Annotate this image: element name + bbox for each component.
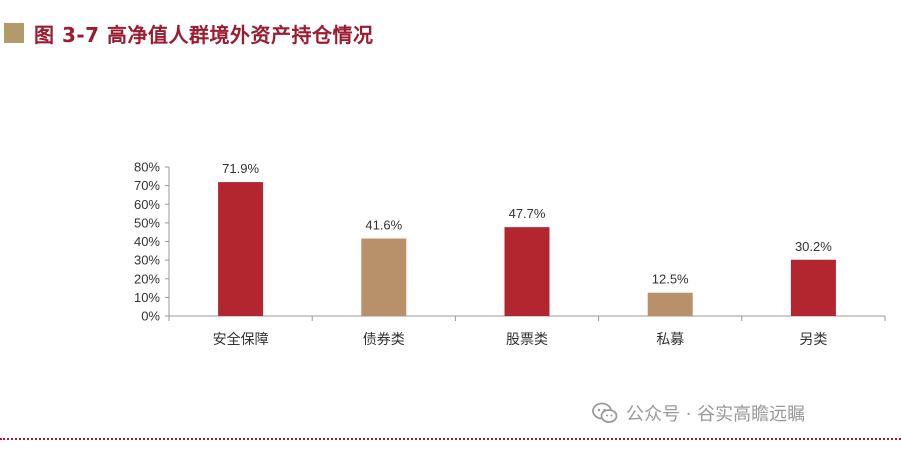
chart-title: 图 3-7 高净值人群境外资产持仓情况 <box>4 18 374 48</box>
y-tick-label: 10% <box>134 290 160 305</box>
data-label: 47.7% <box>509 206 546 221</box>
data-label: 41.6% <box>365 218 402 233</box>
watermark: 公众号 · 谷实高瞻远瞩 <box>592 398 805 428</box>
data-label: 30.2% <box>795 239 832 254</box>
bar <box>218 182 264 316</box>
y-tick-label: 20% <box>134 271 160 286</box>
y-tick-label: 60% <box>134 197 160 212</box>
x-category-label: 股票类 <box>506 332 548 348</box>
y-tick-label: 70% <box>134 178 160 193</box>
y-tick-label: 80% <box>134 160 160 175</box>
y-tick-label: 30% <box>134 253 160 268</box>
x-category-label: 私募 <box>656 332 684 348</box>
y-tick-label: 40% <box>134 234 160 249</box>
y-tick-label: 50% <box>134 215 160 230</box>
title-marker-icon <box>4 23 24 43</box>
dotted-divider <box>0 438 901 440</box>
x-category-label: 另类 <box>799 332 827 348</box>
x-category-label: 债券类 <box>363 332 405 348</box>
chart-title-text: 图 3-7 高净值人群境外资产持仓情况 <box>34 22 374 47</box>
bar <box>790 259 836 316</box>
wechat-icon <box>592 402 618 423</box>
watermark-text: 公众号 · 谷实高瞻远瞩 <box>626 404 806 425</box>
y-tick-label: 0% <box>141 309 160 324</box>
bar <box>361 238 407 316</box>
data-label: 71.9% <box>222 161 259 176</box>
data-label: 12.5% <box>652 272 689 287</box>
x-category-label: 安全保障 <box>213 331 269 348</box>
bar <box>504 227 550 316</box>
bar <box>647 292 693 316</box>
